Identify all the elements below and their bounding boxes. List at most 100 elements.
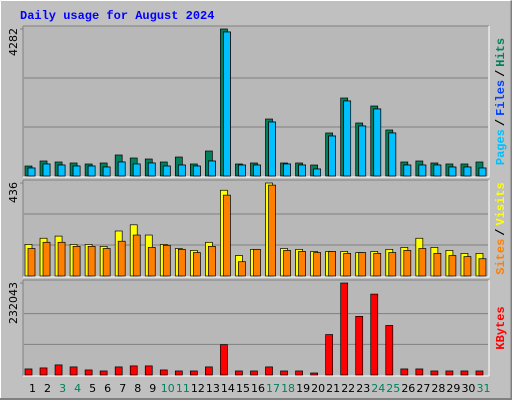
x-tick-label: 2	[44, 382, 51, 395]
bar	[358, 252, 367, 277]
x-tick-label: 26	[401, 382, 415, 395]
bar	[313, 168, 321, 177]
bar	[69, 366, 78, 376]
bar	[268, 121, 276, 177]
bar	[208, 246, 216, 277]
bar	[220, 344, 228, 376]
bar	[253, 248, 261, 277]
x-tick-label: 18	[281, 382, 295, 395]
legend-separator: /	[494, 119, 508, 126]
y-tick-label: 4282	[7, 28, 20, 56]
legend-entry: Files	[494, 80, 508, 116]
bar	[159, 369, 168, 376]
bar	[445, 370, 454, 376]
bar	[253, 164, 261, 177]
bar	[72, 165, 81, 177]
bar	[162, 165, 171, 177]
bar	[448, 166, 457, 177]
bar	[223, 194, 231, 277]
x-tick-label: 11	[176, 382, 190, 395]
bar	[238, 164, 246, 177]
panel	[23, 26, 489, 177]
bar	[177, 248, 186, 277]
x-tick-label: 22	[341, 382, 355, 395]
legend: Sites / Visits	[494, 182, 508, 274]
bar	[403, 250, 412, 277]
x-tick-label: 27	[416, 382, 430, 395]
bar	[174, 370, 183, 376]
x-tick-label: 5	[89, 382, 96, 395]
bar	[27, 248, 36, 277]
x-tick-label: 31	[476, 382, 490, 395]
x-tick-label: 21	[326, 382, 340, 395]
bar	[325, 334, 333, 376]
legend-entry: Hits	[494, 38, 508, 67]
x-tick-label: 9	[149, 382, 156, 395]
x-tick-label: 12	[191, 382, 205, 395]
bar	[478, 258, 487, 277]
bar	[132, 163, 141, 177]
bar	[129, 365, 138, 376]
bar	[400, 368, 409, 376]
x-tick-label: 23	[356, 382, 370, 395]
bar	[355, 316, 364, 376]
x-tick-label: 20	[311, 382, 325, 395]
legend-separator: /	[494, 70, 508, 77]
x-tick-label: 16	[251, 382, 265, 395]
x-tick-label: 4	[74, 382, 81, 395]
bar	[117, 161, 126, 177]
bar	[177, 164, 186, 177]
x-tick-label: 25	[386, 382, 400, 395]
bar	[358, 125, 367, 177]
bar	[343, 100, 352, 177]
bar	[418, 164, 427, 177]
bar	[340, 282, 349, 376]
x-tick-label: 15	[236, 382, 250, 395]
bar	[373, 108, 382, 177]
x-tick-label: 19	[296, 382, 310, 395]
bar	[132, 234, 141, 277]
x-tick-label: 24	[371, 382, 385, 395]
bar	[295, 370, 303, 376]
bar	[430, 370, 439, 376]
bar	[343, 253, 352, 277]
x-tick-label: 10	[161, 382, 175, 395]
bar	[373, 253, 382, 277]
bar	[415, 368, 424, 376]
bar	[328, 135, 336, 177]
bar	[57, 241, 66, 277]
bar	[283, 250, 291, 277]
x-tick-label: 29	[446, 382, 460, 395]
bar	[54, 364, 63, 376]
bar	[310, 372, 318, 376]
bar	[238, 261, 246, 277]
legend-entry: KBytes	[494, 306, 508, 349]
x-tick-label: 3	[59, 382, 66, 395]
x-tick-label: 17	[266, 382, 280, 395]
bar	[478, 167, 487, 177]
legend-entry: Visits	[494, 182, 508, 225]
bar	[448, 255, 457, 277]
bar	[39, 367, 48, 376]
bar	[298, 164, 306, 177]
x-tick-label: 13	[206, 382, 220, 395]
bar	[87, 246, 96, 277]
bar	[193, 165, 201, 177]
y-tick-label: 436	[7, 182, 20, 203]
bar	[102, 248, 111, 277]
bar	[268, 184, 276, 277]
bar	[42, 241, 51, 277]
bar	[283, 163, 291, 177]
bar	[463, 256, 472, 277]
bar	[87, 165, 96, 177]
y-tick-label: 232043	[7, 282, 20, 324]
bar	[117, 240, 126, 277]
bar	[162, 244, 171, 277]
bar	[418, 248, 427, 277]
bar	[193, 252, 201, 277]
x-tick-label: 8	[134, 382, 141, 395]
bar	[433, 253, 442, 277]
bar	[475, 370, 484, 376]
bar	[460, 370, 469, 376]
